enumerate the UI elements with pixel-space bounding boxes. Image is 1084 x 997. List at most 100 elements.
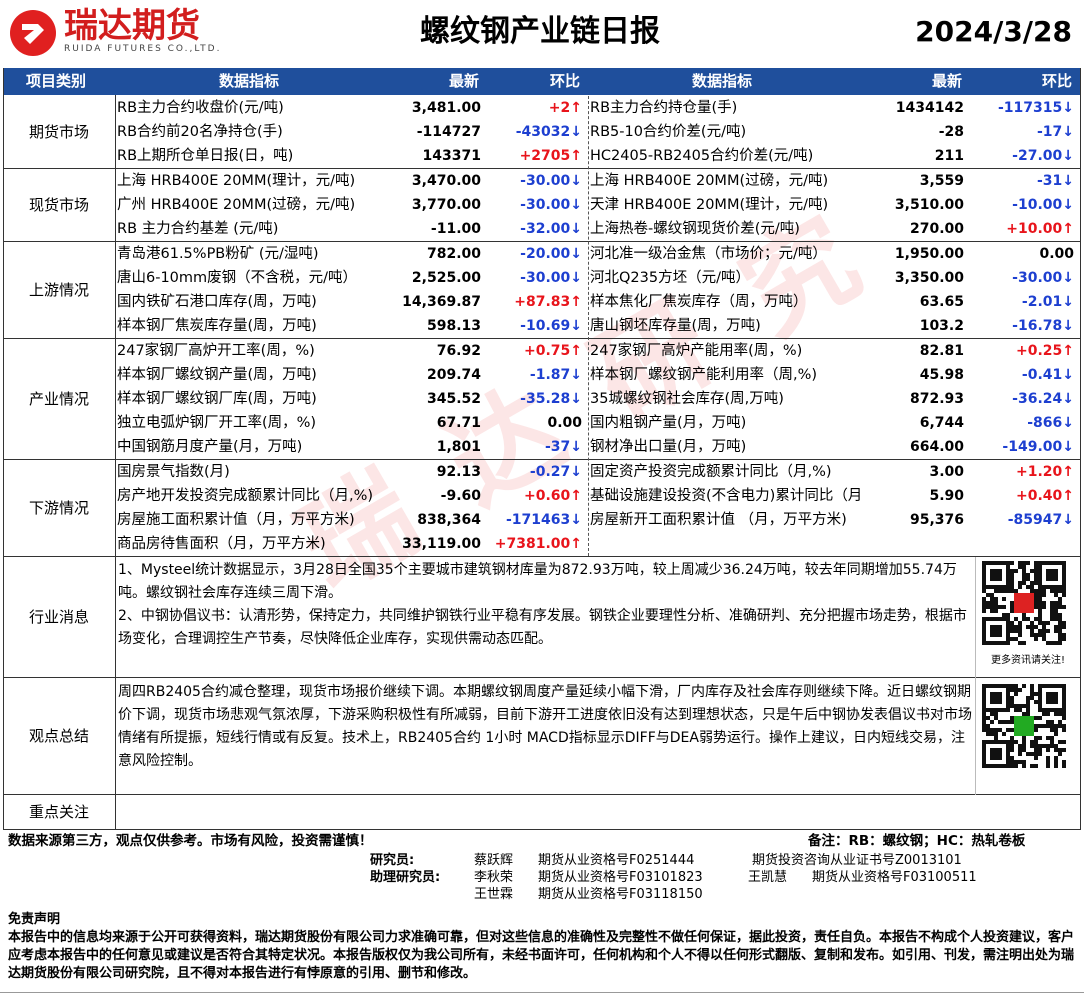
rule (3, 68, 4, 830)
latest-value: 3.00 (929, 464, 964, 480)
latest-value: 345.52 (426, 391, 481, 407)
change-value: -20.00↓ (520, 246, 582, 262)
indicator-name: 房屋新开工面积累计值 （月，万平方米) (590, 512, 847, 528)
latest-value: 1434142 (895, 100, 964, 116)
change-value: -0.41↓ (1021, 367, 1074, 383)
change-value: -30.00↓ (520, 197, 582, 213)
latest-value: 67.71 (436, 415, 481, 431)
latest-value: 782.00 (426, 246, 481, 262)
change-value: +0.75↑ (523, 343, 582, 359)
table-header-bg (3, 68, 1080, 95)
indicator-name: 天津 HRB400E 20MM(理计，元/吨) (590, 197, 829, 213)
latest-value: 270.00 (909, 221, 964, 237)
indicator-name: 房屋施工面积累计值（月，万平方米) (117, 512, 355, 528)
latest-value: -28 (938, 124, 964, 140)
latest-value: 211 (934, 148, 964, 164)
change-value: -30.00↓ (520, 173, 582, 189)
change-value: -43032↓ (515, 124, 582, 140)
rule (0, 992, 1084, 993)
change-value: +1.20↑ (1015, 464, 1074, 480)
latest-value: 76.92 (436, 343, 481, 359)
assistant-role: 助理研究员: (370, 870, 441, 885)
latest-value: 838,364 (417, 512, 481, 528)
change-value: -149.00↓ (1002, 439, 1074, 455)
indicator-name: 广州 HRB400E 20MM(过磅，元/吨) (117, 197, 356, 213)
rule (3, 829, 1080, 830)
column-header: 最新 (448, 72, 479, 90)
latest-value: 5.90 (929, 488, 964, 504)
change-value: -171463↓ (506, 512, 582, 528)
indicator-name: 商品房待售面积（月，万平方米) (117, 536, 326, 552)
rule (3, 794, 1080, 795)
indicator-name: 样本钢厂螺纹钢产量(周，万吨) (117, 367, 317, 383)
indicator-name: 样本钢厂焦炭库存量(周，万吨) (117, 318, 317, 334)
change-value: -30.00↓ (1012, 270, 1074, 286)
latest-value: -114727 (416, 124, 481, 140)
assistant-name: 李秋荣 (474, 870, 514, 885)
indicator-name: 独立电弧炉钢厂开工率(周，%) (117, 415, 317, 431)
latest-value: 92.13 (436, 464, 481, 480)
latest-value: 2,525.00 (411, 270, 481, 286)
latest-value: 3,481.00 (411, 100, 481, 116)
latest-value: 103.2 (919, 318, 964, 334)
researcher-name: 蔡跃辉 (474, 853, 514, 868)
latest-value: 6,744 (919, 415, 964, 431)
rule (588, 96, 589, 556)
change-value: -16.78↓ (1012, 318, 1074, 334)
column-header: 数据指标 (218, 72, 279, 90)
change-value: +0.25↑ (1015, 343, 1074, 359)
indicator-name: RB上期所仓单日报(日，吨) (117, 148, 294, 164)
indicator-name: 35城螺纹钢社会库存(周,万吨) (590, 391, 784, 407)
assistant-name: 王凯慧 (748, 870, 788, 885)
logo-sub: RUIDA FUTURES CO.,LTD. (64, 44, 222, 54)
indicator-name: RB主力合约持仓量(手) (590, 100, 738, 116)
assistant-name: 王世霖 (474, 887, 514, 902)
indicator-name: 247家钢厂高炉产能用率(周，%) (590, 343, 803, 359)
indicator-name: HC2405-RB2405合约价差(元/吨) (590, 148, 814, 164)
change-value: -0.27↓ (529, 464, 582, 480)
change-value: -27.00↓ (1012, 148, 1074, 164)
researcher-license: 期货从业资格号F0251444 (538, 853, 695, 868)
indicator-name: 国内铁矿石港口库存(周，万吨) (117, 294, 317, 310)
qr-caption: 更多资讯请关注! (990, 655, 1065, 666)
column-header: 环比 (1041, 72, 1072, 90)
change-value: -2.01↓ (1021, 294, 1074, 310)
qr-code (982, 561, 1066, 645)
indicator-name: 样本焦化厂焦炭库存（周，万吨） (590, 294, 808, 310)
latest-value: -9.60 (440, 488, 481, 504)
indicator-name: 247家钢厂高炉开工率(周，%) (117, 343, 315, 359)
change-value: -117315↓ (998, 100, 1074, 116)
change-value: -10.69↓ (520, 318, 582, 334)
column-header: 最新 (931, 72, 962, 90)
latest-value: 82.81 (919, 343, 964, 359)
change-value: +10.00↑ (1006, 221, 1074, 237)
latest-value: 3,350.00 (894, 270, 964, 286)
indicator-name: 样本钢厂螺纹钢产能利用率（周,%) (590, 367, 818, 383)
indicator-name: 中国钢筋月度产量(月，万吨) (117, 439, 303, 455)
indicator-name: 样本钢厂螺纹钢厂库(周，万吨) (117, 391, 317, 407)
latest-value: 3,770.00 (411, 197, 481, 213)
indicator-name: 唐山钢坯库存量(周，万吨) (590, 318, 761, 334)
indicator-name: 房产地开发投资完成额累计同比（月,%) (117, 488, 374, 504)
latest-value: 598.13 (426, 318, 481, 334)
category-label: 产业情况 (28, 390, 89, 408)
category-label: 行业消息 (28, 608, 89, 626)
latest-value: 872.93 (909, 391, 964, 407)
latest-value: 63.65 (919, 294, 964, 310)
category-label: 下游情况 (28, 499, 89, 517)
indicator-name: 钢材净出口量(月，万吨) (590, 439, 747, 455)
change-value: -17↓ (1036, 124, 1074, 140)
latest-value: 143371 (422, 148, 481, 164)
indicator-name: 国房景气指数(月) (117, 464, 230, 480)
indicator-name: 国内粗钢产量(月，万吨) (590, 415, 747, 431)
change-value: -37↓ (544, 439, 582, 455)
latest-value: 95,376 (909, 512, 964, 528)
disclaimer-title: 免责声明 (8, 912, 61, 927)
rule (3, 338, 1080, 339)
rule (3, 168, 1080, 169)
footer-remark: 备注：RB：螺纹钢；HC：热轧卷板 (808, 833, 1026, 849)
indicator-name: RB 主力合约基差 (元/吨) (117, 221, 279, 237)
latest-value: 3,559 (919, 173, 964, 189)
indicator-name: 河北准一级冶金焦（市场价；元/吨） (590, 246, 827, 262)
indicator-name: RB主力合约收盘价(元/吨) (117, 100, 284, 116)
